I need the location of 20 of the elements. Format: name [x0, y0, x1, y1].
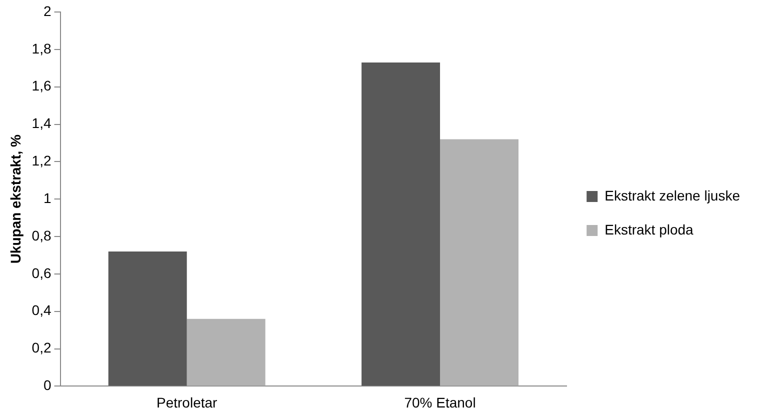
- x-tick-label: Petroletar: [156, 394, 218, 410]
- y-tick-label: 1,2: [32, 152, 52, 169]
- y-tick-label: 1,4: [32, 115, 52, 132]
- bar: [186, 318, 266, 386]
- y-tick-label: 1,6: [32, 78, 52, 94]
- y-tick-label: 0,8: [32, 227, 52, 244]
- legend-label: Ekstrakt ploda: [604, 221, 694, 238]
- y-tick-label: 0: [43, 377, 52, 394]
- y-tick-label: 1: [43, 190, 52, 206]
- y-tick-label: 1,8: [32, 40, 52, 56]
- y-tick-label: 0,4: [32, 302, 52, 318]
- bar: [108, 251, 187, 386]
- y-tick-label: 2: [43, 2, 52, 19]
- legend-label: Ekstrakt zelene ljuske: [604, 187, 740, 204]
- bar: [362, 62, 440, 386]
- x-tick-label: 70% Etanol: [404, 394, 476, 410]
- bar: [440, 139, 519, 386]
- y-tick-label: 0,2: [32, 340, 52, 356]
- y-tick-label: 0,6: [32, 264, 52, 281]
- y-axis-title: Ukupan ekstrakt, %: [7, 134, 24, 264]
